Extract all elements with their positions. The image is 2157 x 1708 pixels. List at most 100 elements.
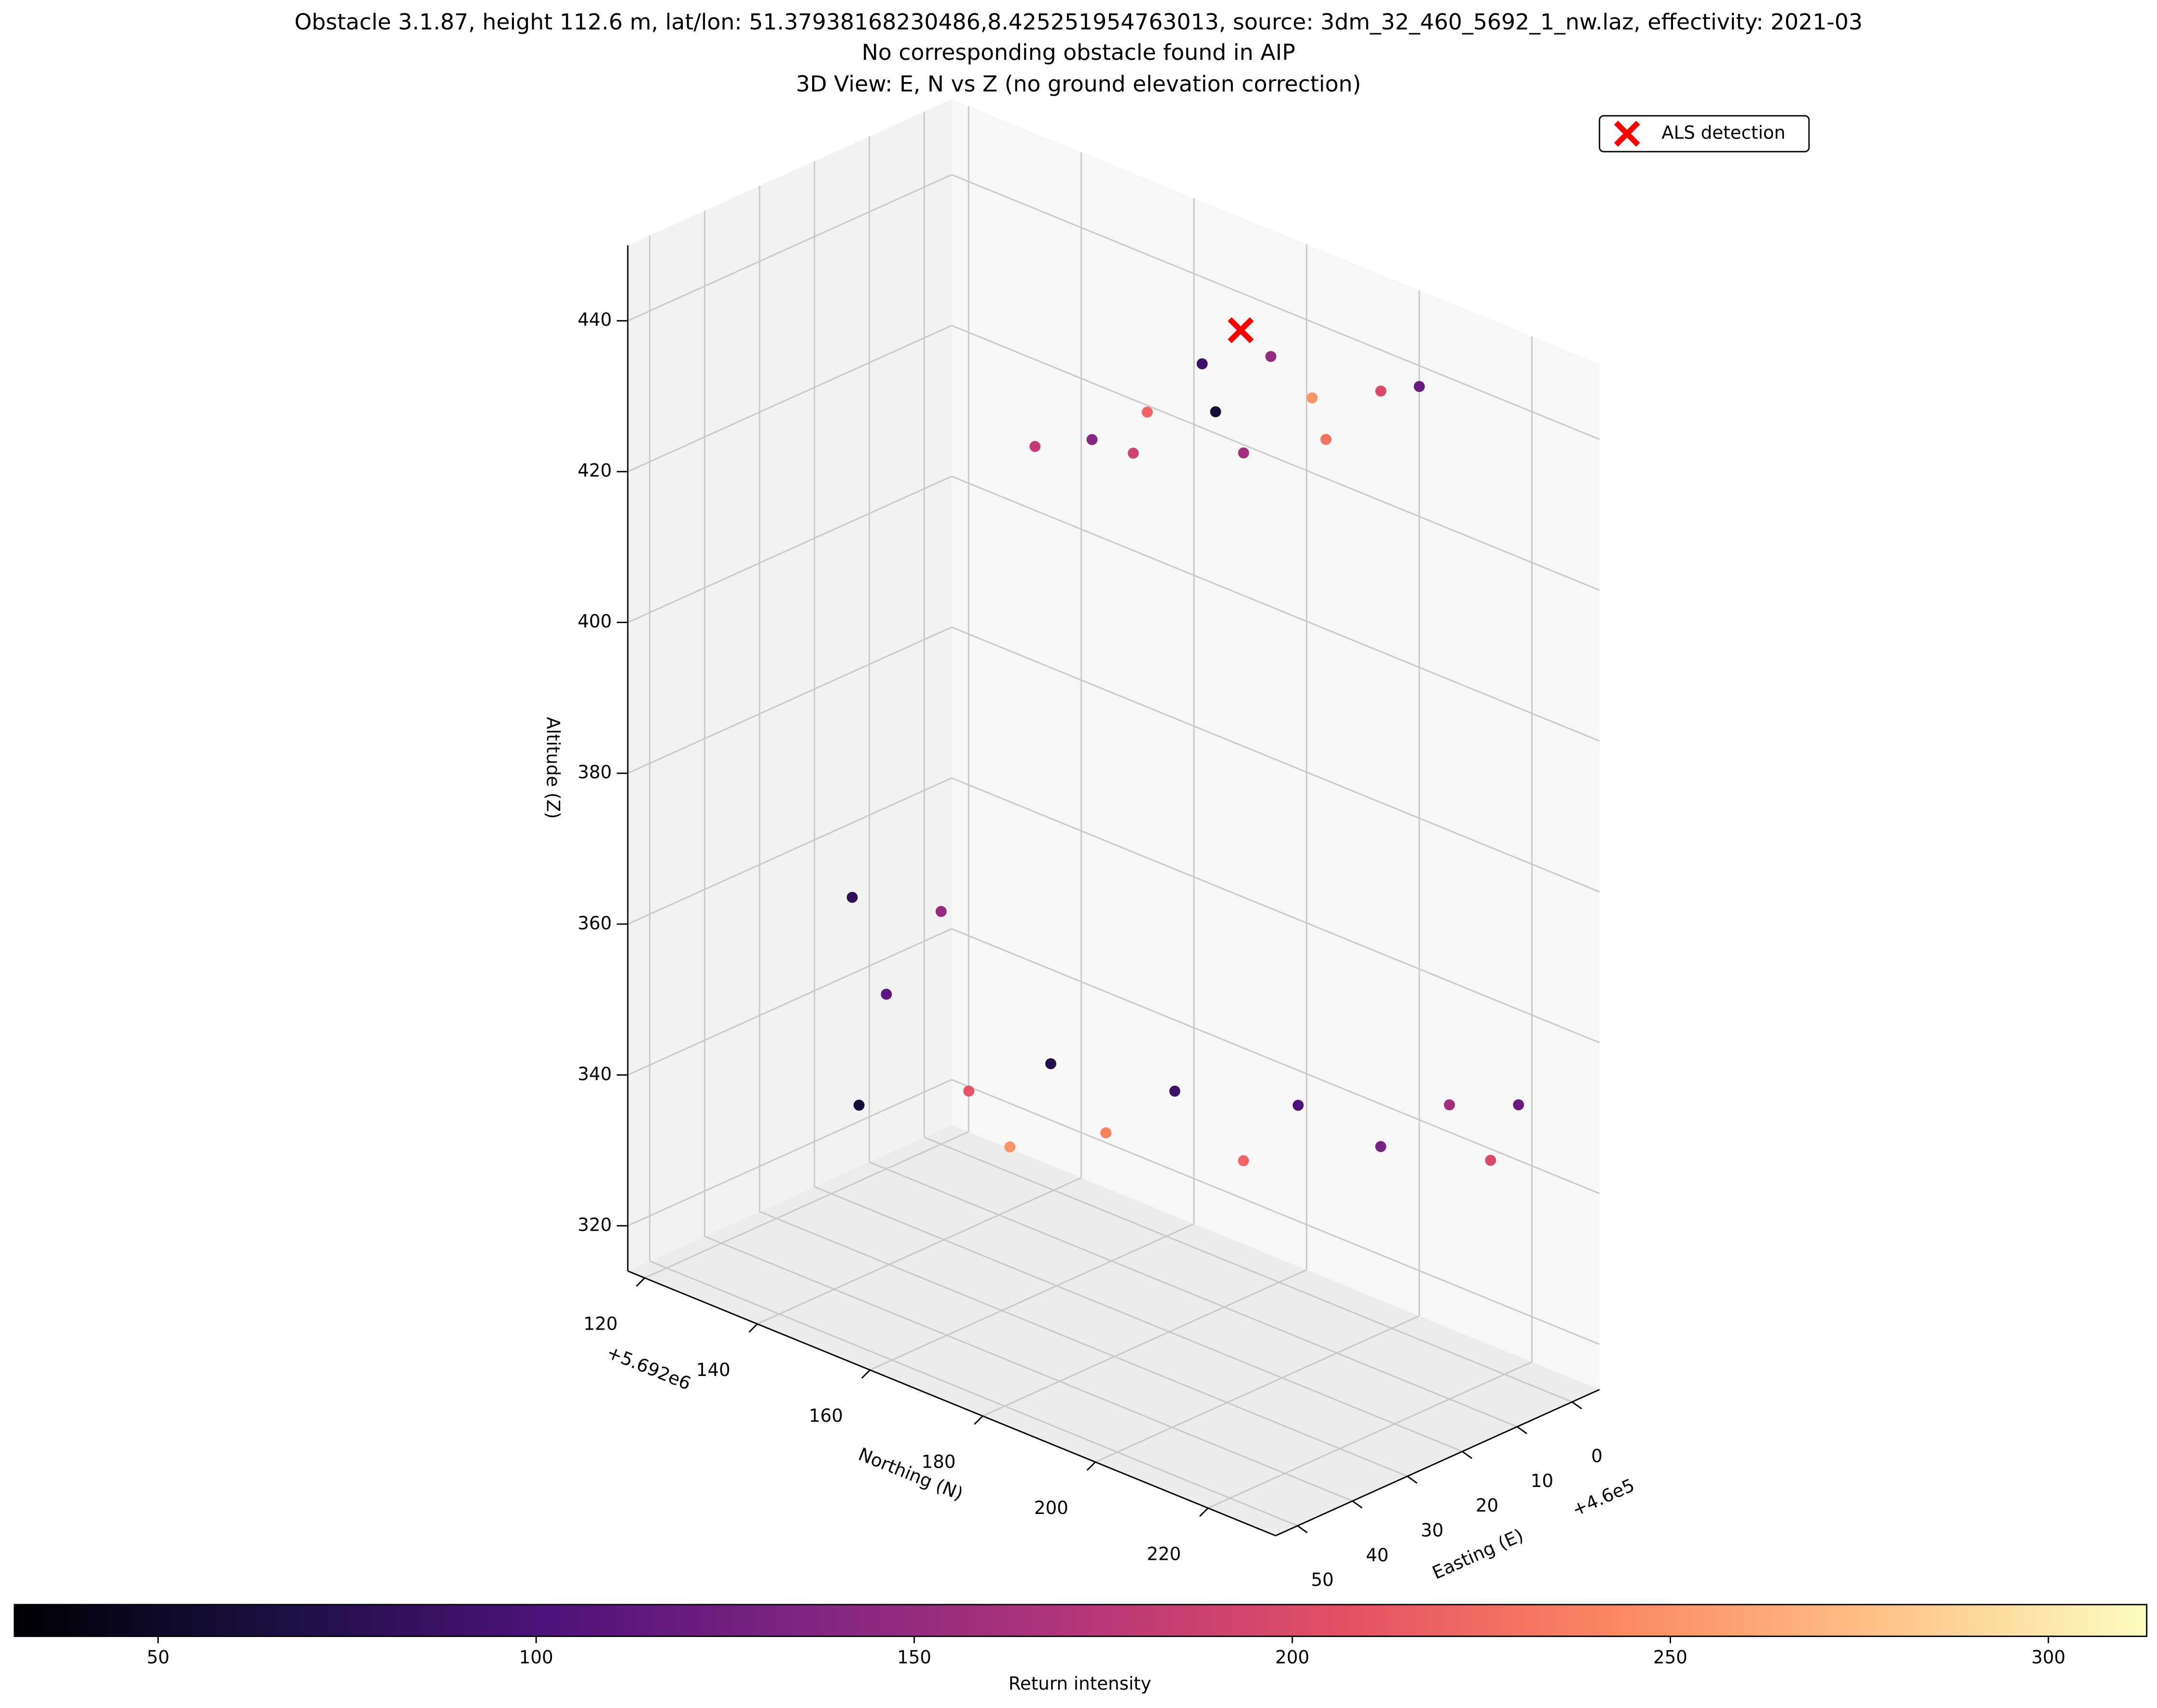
y-tick-label: 140 <box>696 1360 731 1380</box>
grid-line <box>814 1186 1463 1452</box>
point <box>1128 447 1139 459</box>
y-tick <box>974 1415 983 1425</box>
grid-line <box>627 325 952 472</box>
grid-line <box>1207 1361 1533 1509</box>
floor-pane <box>627 1125 1600 1536</box>
y-tick <box>1086 1461 1096 1471</box>
z-tick-label: 420 <box>578 460 612 481</box>
grid-line <box>951 174 1600 440</box>
y-tick <box>1199 1507 1209 1517</box>
grid-line <box>704 1236 1353 1502</box>
x-tick <box>1352 1500 1363 1509</box>
point <box>846 891 858 903</box>
grid-line <box>869 1161 1518 1428</box>
point <box>881 988 892 1000</box>
colorbar-tick-label: 300 <box>2032 1647 2066 1668</box>
y-tick-label: 180 <box>922 1452 956 1472</box>
y-tick-label: 120 <box>583 1313 618 1334</box>
detection-x <box>1228 317 1254 344</box>
x-axis-line <box>1275 1389 1600 1537</box>
point <box>1485 1154 1496 1166</box>
point <box>1045 1058 1056 1069</box>
point <box>1004 1141 1016 1153</box>
x-tick <box>1297 1525 1308 1533</box>
grid-line <box>627 174 952 321</box>
colorbar-tick-label: 150 <box>897 1647 931 1668</box>
grid-line <box>644 1131 969 1279</box>
point <box>963 1085 975 1097</box>
point <box>1292 1099 1304 1111</box>
left-pane <box>627 99 952 1271</box>
x-tick-label: 40 <box>1366 1545 1389 1566</box>
view-title: 3D View: E, N vs Z (no ground elevation … <box>796 71 1361 97</box>
legend-marker <box>1614 121 1640 147</box>
point <box>935 906 947 917</box>
z-tick-label: 340 <box>578 1064 612 1084</box>
x-tick-label: 20 <box>1476 1495 1498 1516</box>
panes <box>627 99 1600 1536</box>
x-offset-label: +4.6e5 <box>1569 1475 1637 1521</box>
colorbar-tick-label: 250 <box>1653 1647 1687 1668</box>
point <box>1196 358 1208 370</box>
grid-line <box>870 1223 1194 1371</box>
grid-line <box>627 1079 952 1227</box>
x-tick-label: 0 <box>1591 1446 1603 1467</box>
point <box>1086 434 1098 445</box>
point <box>1375 385 1386 397</box>
x-tick-label: 10 <box>1531 1471 1553 1491</box>
grid-line <box>951 626 1600 893</box>
x-tick-label: 30 <box>1421 1520 1443 1541</box>
x-axis-label: Easting (E) <box>1429 1525 1527 1583</box>
y-axis-line <box>627 1270 1276 1537</box>
z-axis-label: Altitude (Z) <box>542 717 563 819</box>
point <box>1169 1085 1180 1097</box>
x-tick <box>1407 1475 1418 1484</box>
right-pane <box>952 99 1600 1390</box>
colorbar-tick-label: 50 <box>147 1647 169 1668</box>
z-tick-label: 440 <box>578 309 612 330</box>
point <box>1513 1099 1524 1111</box>
y-tick <box>861 1369 871 1379</box>
grid-line <box>627 626 952 774</box>
grid-line <box>951 475 1600 742</box>
grid-line <box>951 1079 1600 1345</box>
y-tick <box>636 1277 646 1287</box>
colorbar-tick-label: 200 <box>1275 1647 1310 1668</box>
y-tick-label: 200 <box>1034 1498 1068 1518</box>
grid-line <box>951 777 1600 1043</box>
z-tick-label: 400 <box>578 611 612 632</box>
z-tick-label: 360 <box>578 913 612 933</box>
grid-line <box>951 325 1600 591</box>
point <box>853 1099 865 1111</box>
point <box>1029 441 1041 452</box>
grid-line <box>649 1260 1298 1527</box>
y-tick <box>748 1323 758 1333</box>
point <box>1320 434 1332 445</box>
detection-marker <box>1228 317 1254 344</box>
y-tick-label: 160 <box>809 1405 843 1426</box>
x-tick <box>1462 1451 1473 1459</box>
grid-line <box>627 475 952 624</box>
grid-line <box>627 928 952 1076</box>
colorbar <box>14 1604 2148 1637</box>
z-tick-label: 320 <box>578 1214 612 1235</box>
colorbar-label: Return intensity <box>1009 1673 1151 1694</box>
point <box>1238 1155 1249 1166</box>
grid-line <box>627 777 952 925</box>
grid-line <box>951 928 1600 1194</box>
grid-line <box>982 1269 1307 1417</box>
point <box>1375 1141 1386 1153</box>
legend-box <box>1599 115 1810 153</box>
chart-subtitle: No corresponding obstacle found in AIP <box>862 40 1296 65</box>
z-tick-label: 380 <box>578 762 612 783</box>
point <box>1413 381 1425 392</box>
grid-line <box>924 1137 1573 1403</box>
grid-line <box>757 1177 1082 1325</box>
point <box>1100 1127 1112 1139</box>
grid-line <box>1095 1315 1420 1463</box>
x-tick <box>1571 1401 1582 1410</box>
point <box>1265 351 1277 362</box>
chart-title: Obstacle 3.1.87, height 112.6 m, lat/lon… <box>294 9 1863 35</box>
legend-label: ALS detection <box>1661 123 1785 143</box>
point <box>1142 406 1153 418</box>
